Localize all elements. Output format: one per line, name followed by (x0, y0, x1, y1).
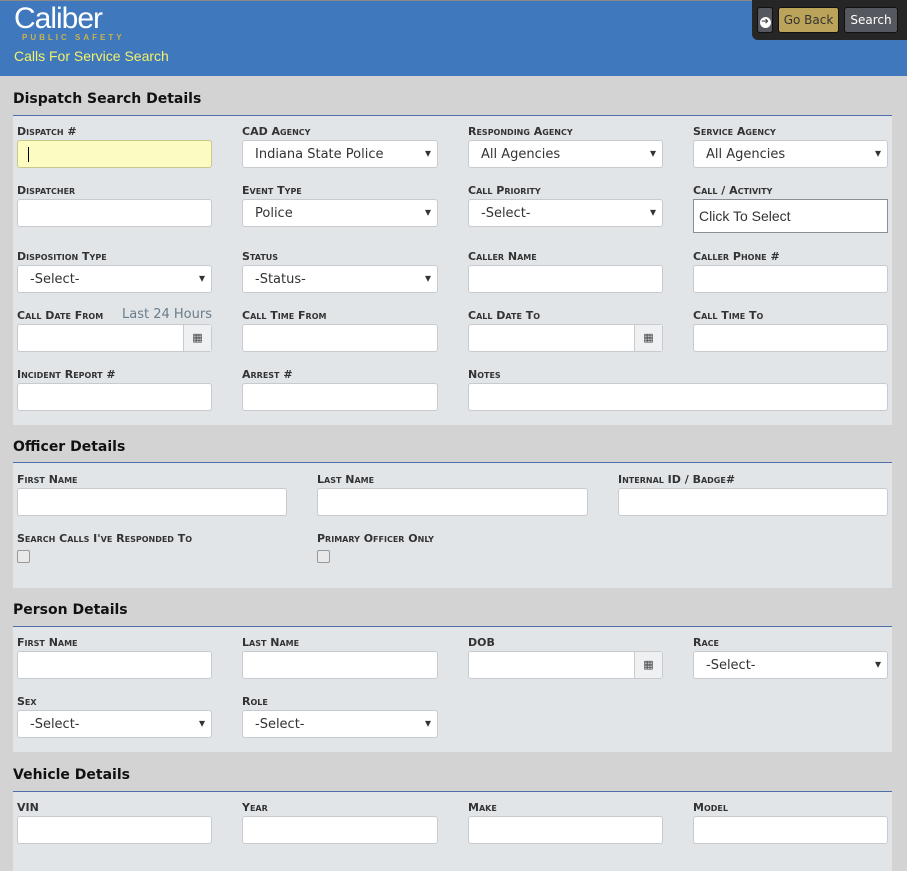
make-input[interactable] (468, 816, 663, 844)
call-priority-select[interactable]: -Select- (468, 199, 663, 227)
label: Call Time To (693, 309, 764, 322)
label: Make (468, 801, 497, 814)
label: Model (693, 801, 728, 814)
label: Responding Agency (468, 125, 573, 138)
label: Call / Activity (693, 184, 773, 197)
go-back-button[interactable]: Go Back (778, 7, 839, 33)
person-panel: First Name Last Name DOB ▦ Race -Select- S… (13, 626, 892, 752)
label: Role (242, 695, 268, 708)
page-title: Calls For Service Search (14, 48, 169, 64)
role-select[interactable]: -Select- (242, 710, 438, 738)
officer-panel: First Name Last Name Internal ID / Badge… (13, 462, 892, 588)
officer-first-name-input[interactable] (17, 488, 287, 516)
logo-subtitle: PUBLIC SAFETY (22, 33, 125, 42)
label: Last Name (317, 473, 375, 486)
calendar-icon[interactable]: ▦ (634, 652, 662, 678)
responded-checkbox[interactable] (17, 550, 30, 563)
dispatch-panel: Dispatch # CAD Agency Indiana State Polic… (13, 115, 892, 425)
caller-name-input[interactable] (468, 265, 663, 293)
race-select[interactable]: -Select- (693, 651, 888, 679)
label: Caller Name (468, 250, 537, 263)
responding-agency-select[interactable]: All Agencies (468, 140, 663, 168)
label: Search Calls I've Responded To (17, 532, 193, 545)
year-input[interactable] (242, 816, 438, 844)
label: Sex (17, 695, 37, 708)
call-date-to-input[interactable]: ▦ (468, 324, 663, 352)
incident-report-input[interactable] (17, 383, 212, 411)
label: Internal ID / Badge# (618, 473, 736, 486)
label: Primary Officer Only (317, 532, 434, 545)
label: CAD Agency (242, 125, 311, 138)
label: Call Priority (468, 184, 541, 197)
label: DOB (468, 636, 495, 649)
call-activity-picker[interactable]: Click To Select (693, 199, 888, 233)
label: First Name (17, 636, 78, 649)
call-time-from-input[interactable] (242, 324, 438, 352)
call-time-to-input[interactable] (693, 324, 888, 352)
label: Event Type (242, 184, 302, 197)
label: Call Time From (242, 309, 327, 322)
model-input[interactable] (693, 816, 888, 844)
logo-text: Caliber (14, 2, 103, 35)
vin-input[interactable] (17, 816, 212, 844)
arrow-right-icon: ➜ (759, 17, 771, 28)
call-date-from-input[interactable]: ▦ (17, 324, 212, 352)
section-title-dispatch: Dispatch Search Details (13, 91, 202, 107)
officer-badge-input[interactable] (618, 488, 888, 516)
person-first-name-input[interactable] (17, 651, 212, 679)
dob-input[interactable]: ▦ (468, 651, 663, 679)
calendar-icon[interactable]: ▦ (183, 325, 211, 351)
calendar-icon[interactable]: ▦ (634, 325, 662, 351)
section-title-officer: Officer Details (13, 439, 126, 455)
person-last-name-input[interactable] (242, 651, 438, 679)
event-type-select[interactable]: Police (242, 199, 438, 227)
label: Year (242, 801, 268, 814)
sex-select[interactable]: -Select- (17, 710, 212, 738)
service-agency-select[interactable]: All Agencies (693, 140, 888, 168)
status-select[interactable]: -Status- (242, 265, 438, 293)
collapse-toolbar-button[interactable]: ➜ (757, 7, 773, 33)
label: Disposition Type (17, 250, 107, 263)
dispatch-number-input[interactable] (17, 140, 212, 168)
label: VIN (17, 801, 39, 814)
label: Incident Report # (17, 368, 116, 381)
primary-officer-checkbox[interactable] (317, 550, 330, 563)
dispatcher-input[interactable] (17, 199, 212, 227)
vehicle-panel: VIN Year Make Model (13, 791, 892, 871)
label: Dispatcher (17, 184, 76, 197)
section-title-vehicle: Vehicle Details (13, 767, 130, 783)
caller-phone-input[interactable] (693, 265, 888, 293)
label: Last Name (242, 636, 300, 649)
label: Call Date To (468, 309, 541, 322)
caliber-logo: Caliber PUBLIC SAFETY (14, 2, 125, 43)
officer-last-name-input[interactable] (317, 488, 588, 516)
cad-agency-select[interactable]: Indiana State Police (242, 140, 438, 168)
label: Call Date From (17, 309, 104, 322)
toolbar: ➜ Go Back Search (752, 0, 907, 40)
search-button[interactable]: Search (844, 7, 898, 33)
section-title-person: Person Details (13, 602, 128, 618)
label: Arrest # (242, 368, 293, 381)
last-24-hours-link[interactable]: Last 24 Hours (122, 307, 212, 322)
label: Race (693, 636, 719, 649)
arrest-input[interactable] (242, 383, 438, 411)
label: First Name (17, 473, 78, 486)
label: Service Agency (693, 125, 776, 138)
disposition-type-select[interactable]: -Select- (17, 265, 212, 293)
label: Status (242, 250, 279, 263)
notes-input[interactable] (468, 383, 888, 411)
label: Notes (468, 368, 501, 381)
label: Caller Phone # (693, 250, 780, 263)
label: Dispatch # (17, 125, 77, 138)
